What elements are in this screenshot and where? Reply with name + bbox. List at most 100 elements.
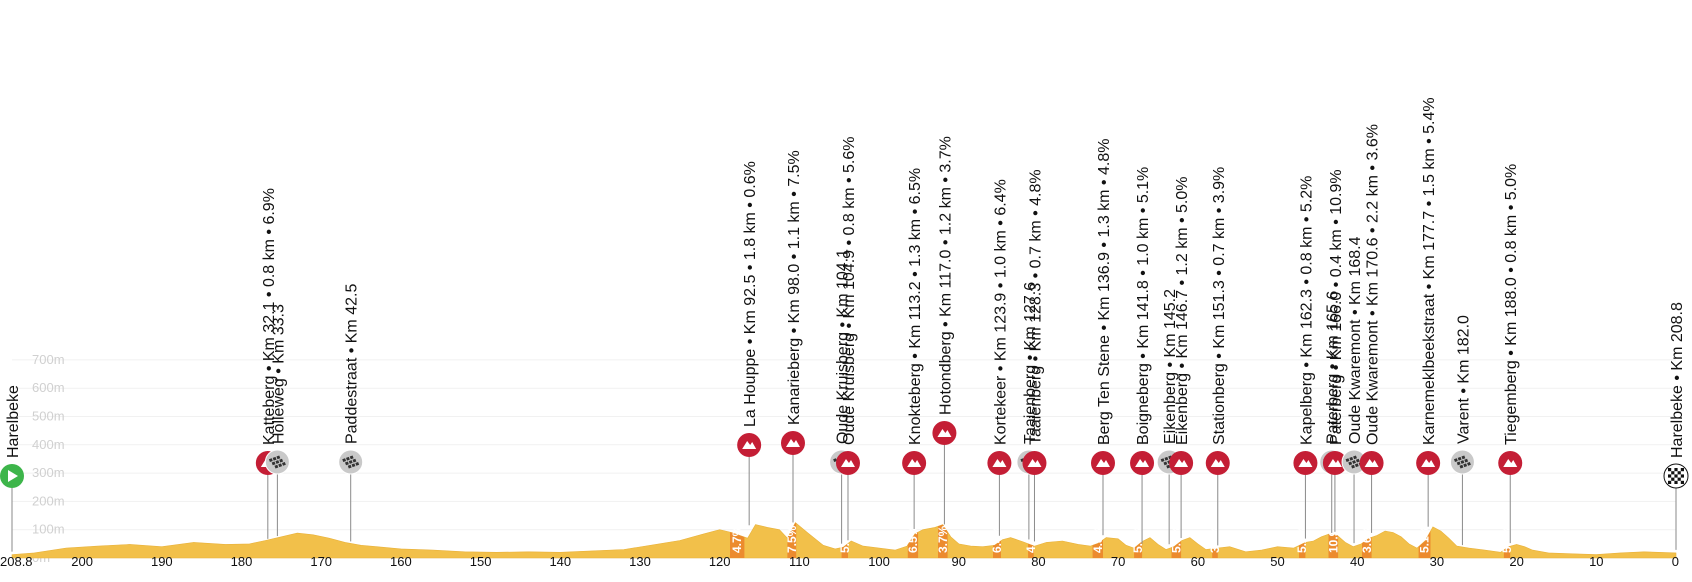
climb-segment bbox=[938, 524, 948, 558]
x-tick-label: 90 bbox=[952, 554, 966, 569]
x-tick-label: 40 bbox=[1350, 554, 1364, 569]
y-axis: 0m100m200m300m400m500m600m700m bbox=[32, 352, 65, 565]
marker-label: Knokteberg • Km 113.2 • 1.3 km • 6.5% bbox=[907, 168, 924, 445]
cobble-dot bbox=[1352, 460, 1356, 464]
mountain-icon bbox=[1135, 459, 1150, 467]
cobble-dot bbox=[1456, 461, 1461, 466]
marker-label: La Houppe • Km 92.5 • 1.8 km • 0.6% bbox=[742, 161, 759, 427]
climb-segment bbox=[1171, 541, 1182, 558]
marker-label: Karnemeklbeekstraat • Km 177.7 • 1.5 km … bbox=[1421, 97, 1438, 445]
mountain-icon bbox=[1503, 459, 1518, 467]
marker-label: Oude Kruisberg • Km 104.1 bbox=[835, 249, 852, 444]
climb-gradient-label: 3.7% bbox=[936, 525, 950, 553]
climb-segment bbox=[993, 540, 1001, 558]
cobble-dot bbox=[347, 464, 352, 469]
marker-label: Kortekeer • Km 123.9 • 1.0 km • 6.4% bbox=[992, 179, 1009, 445]
y-tick-label: 600m bbox=[32, 380, 65, 395]
cobble-dot bbox=[351, 463, 356, 468]
x-tick-label: 70 bbox=[1111, 554, 1125, 569]
checkered-flag-icon bbox=[1668, 468, 1672, 472]
marker-label: Berg Ten Stene • Km 136.9 • 1.3 km • 4.8… bbox=[1096, 139, 1113, 445]
y-tick-label: 300m bbox=[32, 465, 65, 480]
grid-lines bbox=[12, 359, 1676, 559]
y-tick-label: 200m bbox=[32, 493, 65, 508]
x-tick-label: 180 bbox=[231, 554, 253, 569]
cobble-dot bbox=[349, 455, 354, 460]
climb-marker: Oude Kwaremont • Km 170.6 • 2.2 km • 3.6… bbox=[1359, 124, 1384, 533]
y-tick-label: 400m bbox=[32, 437, 65, 452]
climb-segment bbox=[1212, 548, 1218, 558]
cobblestone-icon bbox=[1453, 455, 1471, 469]
mountain-icon bbox=[1174, 459, 1189, 467]
climb-marker: Boigneberg • Km 141.8 • 1.0 km • 5.1% bbox=[1130, 167, 1155, 544]
climb-marker: Paterberg • Km 166.0 • 0.4 km • 10.9% bbox=[1322, 169, 1347, 532]
marker-label: Harelbeke bbox=[5, 385, 22, 458]
cobble-dot bbox=[355, 461, 360, 466]
mountain-icon bbox=[840, 459, 855, 467]
checkered-flag-icon bbox=[1677, 471, 1681, 475]
x-tick-label: 0 bbox=[1672, 554, 1679, 569]
climb-gradient-label: 10.9% bbox=[1326, 519, 1340, 553]
climb-segments: 4.7% 7.5% 5.6% 6.5% 3.7% 6.4% 4.8% 4.8% 5.1% 5.0%… bbox=[730, 519, 1514, 558]
climb-marker: Taaienberg • Km 128.3 • 0.7 km • 4.8% bbox=[1022, 169, 1047, 542]
cobble-dot bbox=[274, 464, 279, 469]
cobble-dot bbox=[1164, 456, 1169, 461]
cobble-dot bbox=[1354, 463, 1359, 468]
climb-segment bbox=[1299, 542, 1306, 558]
x-tick-label: 130 bbox=[629, 554, 651, 569]
climb-marker: Karnemeklbeekstraat • Km 177.7 • 1.5 km … bbox=[1416, 97, 1441, 527]
checkered-flag-icon bbox=[1668, 474, 1672, 478]
mountain-icon bbox=[1421, 459, 1436, 467]
cobbles-marker: Holleweg • Km 33.3 bbox=[264, 304, 290, 537]
checkered-flag-icon bbox=[1674, 468, 1678, 472]
climb-gradient-label: 4.7% bbox=[730, 525, 744, 553]
climb-marker: Knokteberg • Km 113.2 • 1.3 km • 6.5% bbox=[902, 168, 927, 529]
climb-segment bbox=[1418, 531, 1431, 558]
climb-marker: Kanarieberg • Km 98.0 • 1.1 km • 7.5% bbox=[780, 150, 805, 523]
x-tick-label: 170 bbox=[310, 554, 332, 569]
cobblestone-icon bbox=[268, 455, 286, 469]
mountain-icon bbox=[785, 439, 800, 447]
marker-label: Oude Kruisberg • Km 104.9 • 0.8 km • 5.6… bbox=[841, 136, 858, 445]
climb-gradient-label: 7.5% bbox=[785, 525, 799, 553]
cobble-dot bbox=[1349, 456, 1354, 461]
finish-marker: Harelbeke • Km 208.8 bbox=[1663, 302, 1689, 550]
marker-label: Boigneberg • Km 141.8 • 1.0 km • 5.1% bbox=[1135, 167, 1152, 445]
cobble-dot bbox=[1463, 463, 1468, 468]
marker-label: Hotondberg • Km 117.0 • 1.2 km • 3.7% bbox=[937, 136, 954, 415]
marker-label: Taaienberg • Km 127.6 bbox=[1022, 282, 1039, 444]
cobble-dot bbox=[352, 458, 357, 463]
marker-label: Katteberg • Km 32.1 • 0.8 km • 6.9% bbox=[261, 188, 278, 445]
climb-marker: Oude Kruisberg • Km 104.9 • 0.8 km • 5.6… bbox=[835, 136, 860, 541]
marker-label: Varent • Km 182.0 bbox=[1455, 315, 1472, 444]
cobble-dot bbox=[1355, 458, 1360, 463]
cobble-dot bbox=[278, 463, 283, 468]
cobble-dot bbox=[281, 461, 286, 466]
climb-gradient-label: 5.0% bbox=[1500, 525, 1514, 553]
cobbles-marker: Paddestraat • Km 42.5 bbox=[338, 284, 364, 542]
cobble-dot bbox=[1353, 455, 1357, 460]
cobble-dot bbox=[1345, 458, 1350, 463]
cobble-dot bbox=[1163, 461, 1168, 466]
mountain-icon bbox=[1298, 459, 1313, 467]
x-tick-label: 10 bbox=[1589, 554, 1603, 569]
y-tick-label: 100m bbox=[32, 522, 65, 537]
climb-gradient-label: 6.5% bbox=[906, 525, 920, 553]
climb-gradient-label: 4.8% bbox=[1024, 525, 1038, 553]
climb-gradient-label: 3.9% bbox=[1208, 525, 1222, 553]
mountain-icon bbox=[992, 459, 1007, 467]
cobble-dot bbox=[1460, 460, 1465, 464]
climb-marker: Kortekeer • Km 123.9 • 1.0 km • 6.4% bbox=[987, 179, 1012, 536]
x-tick-label: 20 bbox=[1509, 554, 1523, 569]
x-tick-label: 208.8 bbox=[0, 554, 33, 569]
x-tick-label: 140 bbox=[549, 554, 571, 569]
checkered-flag-icon bbox=[1671, 477, 1675, 481]
cobble-dot bbox=[272, 456, 277, 461]
marker-label: Holleweg • Km 33.3 bbox=[270, 304, 287, 444]
cobble-dot bbox=[345, 461, 349, 466]
marker-label: Eikenberg • Km 145.2 bbox=[1162, 289, 1179, 444]
climb-segment bbox=[1134, 541, 1143, 558]
x-tick-label: 150 bbox=[470, 554, 492, 569]
climb-segment bbox=[841, 543, 848, 558]
checkered-flag-icon bbox=[1674, 474, 1678, 478]
